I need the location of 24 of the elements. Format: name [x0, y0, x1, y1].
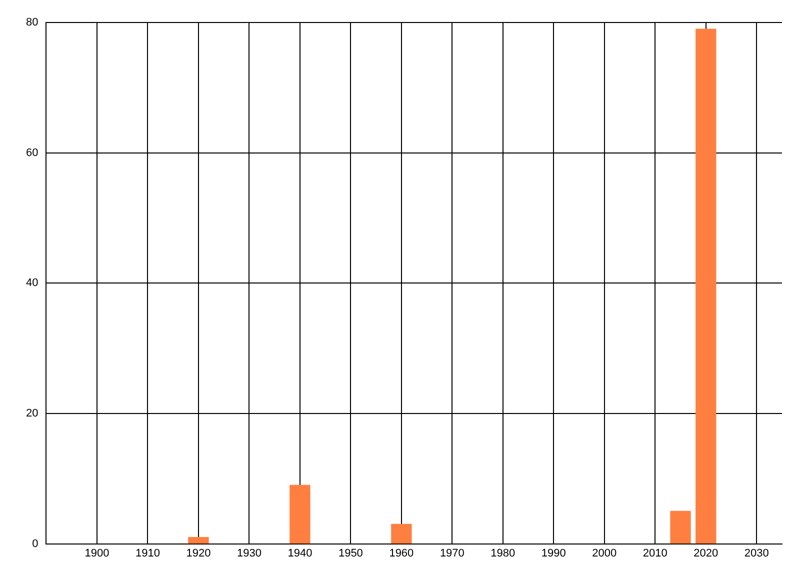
bar [188, 536, 209, 544]
y-tick-label: 60 [26, 146, 38, 159]
x-tick-label: 1920 [186, 547, 211, 560]
x-tick-label: 1970 [440, 547, 464, 560]
y-tick-label: 20 [26, 408, 38, 420]
x-tick-label: 1900 [84, 547, 110, 560]
y-tick-label: 40 [26, 277, 38, 290]
x-tick-label: 1980 [490, 547, 516, 560]
x-tick-label: 1990 [541, 547, 566, 560]
y-tick-label: 0 [32, 538, 38, 550]
bar [670, 510, 691, 544]
bar [290, 484, 310, 544]
x-tick-label: 1940 [288, 547, 312, 560]
x-tick-label: 2030 [744, 547, 769, 560]
x-tick-label: 2020 [694, 547, 718, 560]
x-tick-label: 1950 [338, 547, 363, 560]
x-tick-label: 1930 [236, 547, 262, 560]
bar [391, 524, 412, 544]
x-tick-label: 2010 [642, 547, 668, 560]
bar [696, 28, 716, 544]
x-tick-label: 2000 [592, 547, 617, 560]
y-tick-label: 80 [26, 16, 38, 29]
x-tick-label: 1960 [389, 547, 414, 560]
x-tick-label: 1910 [135, 547, 160, 560]
